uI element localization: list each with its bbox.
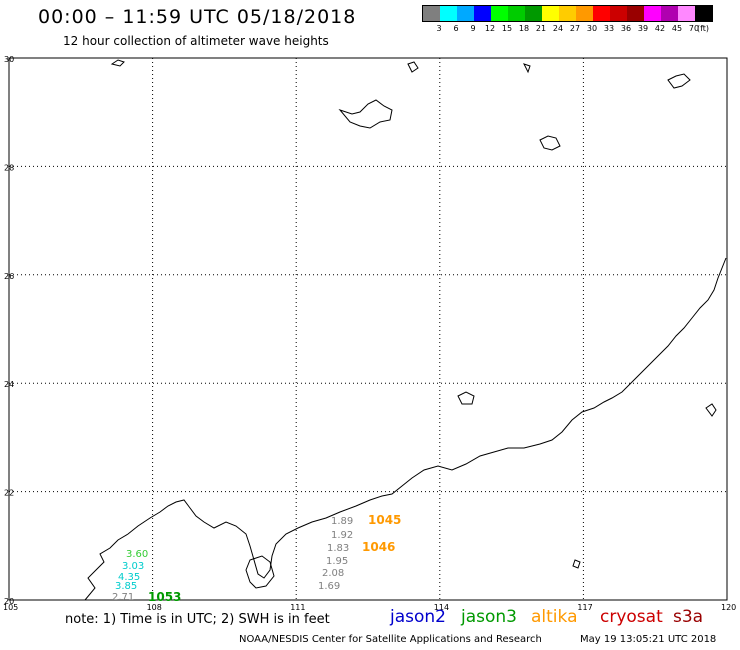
legend-swatch: [610, 6, 627, 21]
coastline-segment: [523, 63, 531, 74]
legend-label: (ft): [696, 24, 710, 33]
coastline-segment: [572, 559, 581, 569]
legend-swatch: [423, 6, 440, 21]
wave-height-label: 2.08: [322, 568, 344, 579]
satellite-name: jason2: [390, 607, 446, 627]
coastline-segment: [407, 61, 419, 73]
legend-swatches: [422, 5, 713, 22]
coastline-segment: [457, 391, 475, 405]
credit-line: NOAA/NESDIS Center for Satellite Applica…: [239, 634, 542, 645]
lon-label: 120: [721, 603, 736, 612]
lat-label: 30: [4, 55, 14, 64]
legend-label: 70: [688, 24, 700, 33]
pass-time-label: 1046: [362, 540, 395, 554]
page-title: 00:00 – 11:59 UTC 05/18/2018: [38, 6, 357, 28]
wave-height-label: 3.03: [122, 561, 144, 572]
map-frame: [8, 57, 728, 601]
legend-swatch: [457, 6, 474, 21]
coastline-segment: [110, 59, 125, 67]
legend-swatch: [644, 6, 661, 21]
legend-label: 21: [535, 24, 547, 33]
legend-swatch: [661, 6, 678, 21]
lon-label: 117: [577, 603, 592, 612]
wave-height-label: 1.69: [318, 581, 340, 592]
legend-label: 15: [501, 24, 513, 33]
wave-height-label: 1.92: [331, 530, 353, 541]
coastline-segment: [705, 403, 717, 417]
lat-label: 28: [4, 163, 14, 172]
legend-labels: 3 6 9 12 15 18 21 24 27 30 33 36 39 42 45 70 (ft): [422, 22, 713, 34]
satellite-name: altika: [531, 607, 578, 627]
coastline: [84, 59, 727, 601]
legend-swatch: [559, 6, 576, 21]
satellite-name: s3a: [673, 607, 704, 627]
legend-label: 18: [518, 24, 530, 33]
wave-height-label: 3.85: [115, 581, 137, 592]
wave-height-label: 1.95: [326, 556, 348, 567]
legend-label: 33: [603, 24, 615, 33]
wave-height-label: 2.71: [112, 592, 134, 603]
coastline-segment: [84, 257, 727, 601]
legend-label: 6: [453, 24, 459, 33]
lat-label: 24: [4, 380, 14, 389]
legend-label: 36: [620, 24, 632, 33]
pass-time-label: 1045: [368, 513, 401, 527]
coastline-segment: [338, 99, 393, 129]
footer-note: note: 1) Time is in UTC; 2) SWH is in fe…: [65, 612, 330, 627]
legend-label: 24: [552, 24, 564, 33]
legend-label: 27: [569, 24, 581, 33]
wave-height-label: 1.83: [327, 543, 349, 554]
lat-label: 22: [4, 489, 14, 498]
page-subtitle: 12 hour collection of altimeter wave hei…: [63, 34, 329, 48]
map-grid: [8, 57, 728, 601]
legend-label: 12: [484, 24, 496, 33]
lon-label: 108: [147, 603, 162, 612]
legend-label: 39: [637, 24, 649, 33]
legend-swatch: [576, 6, 593, 21]
legend-label: 45: [671, 24, 683, 33]
timestamp: May 19 13:05:21 UTC 2018: [580, 634, 717, 645]
pass-time-label: 1053: [148, 590, 181, 604]
lon-label: 114: [434, 603, 449, 612]
legend-label: 30: [586, 24, 598, 33]
coastline-segment: [539, 135, 561, 151]
lat-label: 20: [4, 597, 14, 606]
legend-label: 9: [470, 24, 476, 33]
satellite-name: jason3: [461, 607, 517, 627]
wave-height-label: 1.89: [331, 516, 353, 527]
legend-swatch: [678, 6, 695, 21]
legend-swatch: [695, 6, 712, 21]
color-legend: 3 6 9 12 15 18 21 24 27 30 33 36 39 42 45 70 (ft): [422, 5, 713, 34]
lon-label: 105: [3, 603, 18, 612]
legend-swatch: [474, 6, 491, 21]
legend-swatch: [627, 6, 644, 21]
wave-height-label: 4.35: [118, 572, 140, 583]
lat-label: 26: [4, 272, 14, 281]
legend-swatch: [525, 6, 542, 21]
satellite-name: cryosat: [600, 607, 663, 627]
coastline-segment: [245, 555, 275, 589]
lon-label: 111: [290, 603, 305, 612]
wave-height-label: 3.60: [126, 549, 148, 560]
legend-label: 42: [654, 24, 666, 33]
legend-swatch: [508, 6, 525, 21]
wave-observations: 1.89 1.92 1.83 1.952.08 1.69 3.603.034.353.85…: [112, 513, 401, 604]
coastline-segment: [667, 73, 691, 89]
legend-swatch: [440, 6, 457, 21]
legend-swatch: [491, 6, 508, 21]
legend-swatch: [593, 6, 610, 21]
legend-swatch: [542, 6, 559, 21]
legend-label: 3: [436, 24, 442, 33]
